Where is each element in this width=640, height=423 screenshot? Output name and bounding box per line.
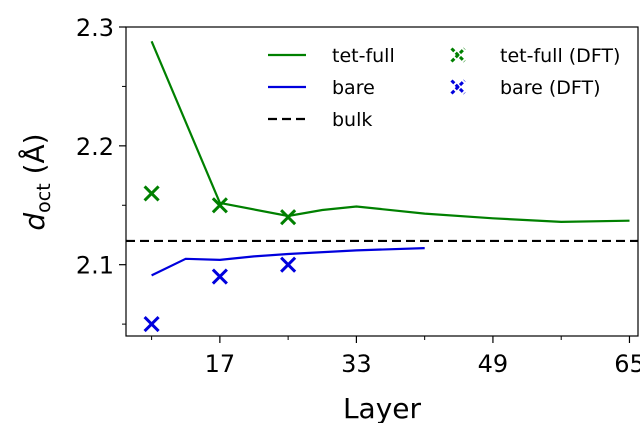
ticks-layer: 2.1 2.2 2.3 17 33 49 65 <box>76 14 640 378</box>
scatter-point <box>280 209 297 226</box>
legend-label: tet-full <box>332 45 395 67</box>
scatter-point <box>211 197 228 214</box>
x-tick-label: 33 <box>341 350 372 378</box>
legend-swatch <box>450 47 466 63</box>
scatter-point <box>143 185 160 202</box>
legend-label: tet-full (DFT) <box>500 45 620 67</box>
legend-swatch <box>450 79 466 95</box>
plot-frame <box>125 26 639 337</box>
series-layer <box>143 40 630 333</box>
x-tick-label: 17 <box>205 350 236 378</box>
svg-text:doct (Å): doct (Å) <box>17 133 55 230</box>
y-tick-label: 2.1 <box>76 252 114 280</box>
legend-entry: bare (DFT) <box>450 77 600 99</box>
y-tick-label: 2.2 <box>76 133 114 161</box>
x-axis-label: Layer <box>343 392 422 423</box>
legend-entry: bare <box>268 77 375 99</box>
x-tick-label: 49 <box>478 350 509 378</box>
y-axis-label-main: d <box>18 213 51 231</box>
scatter-point <box>280 256 297 273</box>
legend: tet-full bare bulk tet-full (DFT) bare (DFT) <box>268 45 620 131</box>
x-tick-label: 65 <box>614 350 640 378</box>
y-tick-label: 2.3 <box>76 14 114 42</box>
legend-label: bare <box>332 77 375 99</box>
legend-entry: tet-full <box>268 45 395 67</box>
legend-entry: bulk <box>268 109 372 131</box>
plot-area <box>125 26 639 337</box>
scatter-point <box>143 316 160 333</box>
legend-label: bulk <box>332 109 372 131</box>
y-axis-label-gap <box>18 174 51 183</box>
y-axis-label-unit: (Å) <box>17 133 51 174</box>
legend-label: bare (DFT) <box>500 77 600 99</box>
series-line-1 <box>151 247 425 277</box>
y-axis-label-sub: oct <box>33 183 55 213</box>
scatter-point <box>211 268 228 285</box>
legend-entry: tet-full (DFT) <box>450 45 620 67</box>
y-axis-label: doct (Å) <box>17 133 55 230</box>
series-line-0 <box>150 40 630 224</box>
